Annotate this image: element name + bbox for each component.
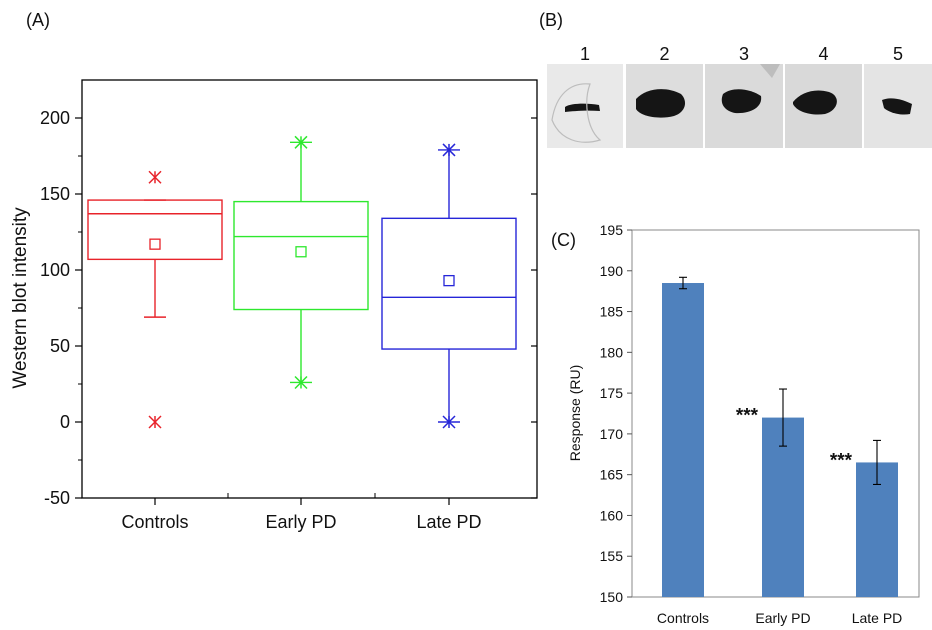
box-mean-marker xyxy=(149,238,161,250)
bar-chart-y-axis: 150 155 160 165 170 175 180 185 190 195 xyxy=(600,222,632,605)
box xyxy=(233,200,369,311)
boxplot-y-tick-label: -50 xyxy=(44,488,70,508)
boxplot-x-axis: Controls Early PD Late PD xyxy=(121,493,482,532)
blot-band xyxy=(793,90,837,115)
blot-lane-label: 5 xyxy=(893,44,903,64)
box xyxy=(87,199,223,261)
boxplot-x-tick-label: Late PD xyxy=(416,512,481,532)
bar-chart-x-tick-label: Late PD xyxy=(852,610,903,626)
panel-label-b: (B) xyxy=(539,10,563,30)
western-blot-image: 1 2 3 4 5 xyxy=(547,44,932,148)
bar-chart-y-tick-label: 170 xyxy=(600,426,624,442)
box-outlier-marker xyxy=(148,170,162,184)
boxplot-y-tick-label: 0 xyxy=(60,412,70,432)
panel-label-c: (C) xyxy=(551,230,576,250)
boxplot-marks xyxy=(87,135,517,429)
bar-chart-y-tick-label: 165 xyxy=(600,467,624,483)
bar-chart-y-tick-label: 190 xyxy=(600,263,624,279)
bar-chart-x-axis: Controls Early PD Late PD xyxy=(657,610,902,626)
bar-chart-y-tick-label: 175 xyxy=(600,385,624,401)
bar-chart: 150 155 160 165 170 175 180 185 190 195 *** *** Co… xyxy=(567,222,920,626)
blot-lane-label: 4 xyxy=(818,44,828,64)
box-mean-marker xyxy=(295,246,307,258)
blot-lane-artifact xyxy=(551,83,602,143)
bar-chart-y-tick-label: 180 xyxy=(600,344,624,360)
panel-label-a: (A) xyxy=(26,10,50,30)
bar-chart-marks: *** *** xyxy=(662,276,898,597)
bar-chart-y-tick-label: 185 xyxy=(600,304,624,320)
boxplot-y-axis-label: Western blot intensity xyxy=(10,207,31,389)
box xyxy=(381,217,517,350)
bar-significance-label: *** xyxy=(736,406,759,427)
bar-chart-y-tick-label: 160 xyxy=(600,507,624,523)
box-outlier-marker xyxy=(294,375,308,390)
blot-lane-label: 1 xyxy=(580,44,590,64)
box-outlier-marker xyxy=(294,135,308,149)
blot-band xyxy=(636,89,686,118)
bar xyxy=(762,417,804,597)
box-outlier-marker xyxy=(148,415,162,429)
boxplot-y-axis: -50 0 50 100 150 200 xyxy=(40,108,537,508)
blot-band xyxy=(882,98,912,115)
box-outlier-marker xyxy=(442,143,456,157)
boxplot-y-tick-label: 100 xyxy=(40,260,70,280)
boxplot-frame xyxy=(81,79,538,499)
bar-chart-y-tick-label: 150 xyxy=(600,589,624,605)
boxplot-y-tick-label: 200 xyxy=(40,108,70,128)
bar xyxy=(662,283,704,597)
bar-significance-label: *** xyxy=(830,450,853,471)
bar-chart-y-tick-label: 155 xyxy=(600,548,624,564)
blot-lane-label: 2 xyxy=(659,44,669,64)
blot-lanes: 1 2 3 4 5 xyxy=(547,44,932,148)
blot-band xyxy=(721,89,762,114)
box-mean-marker xyxy=(443,274,455,287)
blot-band xyxy=(565,103,600,112)
boxplot-x-tick-label: Controls xyxy=(121,512,188,532)
box-outlier-marker xyxy=(442,415,456,429)
boxplot-y-tick-label: 50 xyxy=(50,336,70,356)
bar-chart-y-tick-label: 195 xyxy=(600,222,624,238)
bar-chart-y-axis-label: Response (RU) xyxy=(567,365,583,461)
boxplot-y-tick-label: 150 xyxy=(40,184,70,204)
blot-lane-label: 3 xyxy=(739,44,749,64)
bar-chart-x-tick-label: Early PD xyxy=(755,610,810,626)
boxplot-x-tick-label: Early PD xyxy=(265,512,336,532)
blot-lane-artifact xyxy=(760,64,780,78)
bar-chart-x-tick-label: Controls xyxy=(657,610,709,626)
